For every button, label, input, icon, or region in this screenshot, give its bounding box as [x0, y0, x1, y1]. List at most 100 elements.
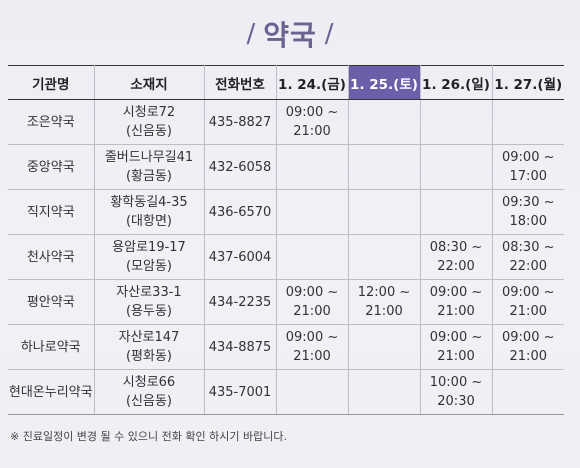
- table-row: 직지약국 황학동길4-35 (대항면) 436-6570 09:30 ~ 18:00: [8, 189, 564, 235]
- address-district: (용두동): [125, 304, 173, 319]
- table-row: 평안약국 자산로33-1 (용두동) 434-2235 09:00 ~21:00 12:0…: [8, 279, 564, 325]
- hours-close: 21:00: [437, 349, 475, 364]
- hours-open: 09:00 ~: [429, 285, 483, 300]
- address-street: 시청로72: [122, 105, 176, 120]
- hours-open: 09:00 ~: [285, 285, 339, 300]
- hours-close: 22:00: [509, 259, 547, 274]
- hours-day-3: 08:30 ~ 22:00: [419, 234, 493, 280]
- hours-close: 21:00: [365, 304, 403, 319]
- header-day-2-highlighted: 1. 25.(토): [347, 65, 421, 100]
- hours-day-3: 09:00 ~ 21:00: [419, 279, 493, 325]
- header-day-4: 1. 27.(월): [491, 65, 564, 100]
- pharmacy-address: 자산로147 (평화동): [93, 324, 205, 370]
- pharmacy-phone: 432-6058: [203, 144, 277, 190]
- hours-day-4: 08:30 ~ 22:00: [491, 234, 564, 280]
- title-text: 약국: [263, 19, 317, 52]
- pharmacy-name: 중앙약국: [8, 144, 95, 190]
- pharmacy-phone: 434-2235: [203, 279, 277, 325]
- pharmacy-name: 조은약국: [8, 99, 95, 145]
- hours-close: 21:00: [509, 304, 547, 319]
- table-header-row: 기관명 소재지 전화번호 1. 24.(금) 1. 25.(토) 1. 26.(…: [8, 65, 564, 100]
- hours-open: 09:00 ~: [429, 330, 483, 345]
- pharmacy-phone: 435-7001: [203, 369, 277, 415]
- hours-close: 21:00: [293, 124, 331, 139]
- header-address: 소재지: [93, 65, 205, 100]
- hours-close: 17:00: [509, 169, 547, 184]
- address-street: 줄버드나무길41: [104, 150, 194, 165]
- hours-open: 12:00 ~: [357, 285, 411, 300]
- hours-day-1: 09:00 ~ 21:00: [275, 279, 349, 325]
- hours-day-2: [347, 234, 421, 280]
- table-row: 현대온누리약국 시청로66 (신음동) 435-7001 10:00 ~ 20:30: [8, 369, 564, 415]
- pharmacy-address: 시청로72 (신음동): [93, 99, 205, 145]
- hours-day-2: [347, 144, 421, 190]
- table-row: 조은약국 시청로72 (신음동) 435-8827 09:00 ~ 21:00: [8, 99, 564, 145]
- header-day-1: 1. 24.(금): [275, 65, 349, 100]
- hours-day-1: 09:00 ~ 21:00: [275, 99, 349, 145]
- hours-close: 21:00: [293, 349, 331, 364]
- hours-close: 20:30: [437, 394, 475, 409]
- address-district: (대항면): [125, 214, 173, 229]
- pharmacy-address: 자산로33-1 (용두동): [93, 279, 205, 325]
- address-street: 황학동길4-35: [110, 195, 188, 210]
- table-row: 천사약국 용암로19-17 (모암동) 437-6004 08:30 ~22:00 08:…: [8, 234, 564, 280]
- hours-day-4: 09:00 ~ 21:00: [491, 279, 564, 325]
- header-name: 기관명: [8, 65, 95, 100]
- footer-note: ※ 진료일정이 변경 될 수 있으니 전화 확인 하시기 바랍니다.: [10, 430, 287, 443]
- table-row: 하나로약국 자산로147 (평화동) 434-8875 09:00 ~21:00 09:0…: [8, 324, 564, 370]
- pharmacy-phone: 434-8875: [203, 324, 277, 370]
- address-street: 용암로19-17: [112, 240, 186, 255]
- address-district: (신음동): [125, 124, 173, 139]
- hours-day-2: [347, 369, 421, 415]
- pharmacy-address: 줄버드나무길41 (황금동): [93, 144, 205, 190]
- hours-day-4: [491, 369, 564, 415]
- address-district: (신음동): [125, 394, 173, 409]
- hours-open: 09:00 ~: [502, 285, 555, 300]
- hours-day-1: [275, 369, 349, 415]
- pharmacy-address: 황학동길4-35 (대항면): [93, 189, 205, 235]
- address-street: 시청로66: [122, 375, 176, 390]
- address-district: (평화동): [125, 349, 173, 364]
- title-slash-left: /: [246, 19, 256, 49]
- address-street: 자산로147: [118, 330, 180, 345]
- hours-day-1: [275, 234, 349, 280]
- hours-day-4: 09:30 ~ 18:00: [491, 189, 564, 235]
- hours-day-2: [347, 189, 421, 235]
- hours-day-3: 09:00 ~ 21:00: [419, 324, 493, 370]
- hours-open: 09:00 ~: [502, 330, 555, 345]
- hours-close: 21:00: [509, 349, 547, 364]
- hours-day-3: [419, 189, 493, 235]
- address-street: 자산로33-1: [116, 285, 182, 300]
- hours-close: 18:00: [509, 214, 547, 229]
- hours-open: 09:00 ~: [285, 105, 339, 120]
- hours-close: 22:00: [437, 259, 475, 274]
- pharmacy-address: 용암로19-17 (모암동): [93, 234, 205, 280]
- header-phone: 전화번호: [203, 65, 277, 100]
- hours-day-4: 09:00 ~ 21:00: [491, 324, 564, 370]
- hours-day-4: [491, 99, 564, 145]
- hours-day-4: 09:00 ~ 17:00: [491, 144, 564, 190]
- address-district: (모암동): [125, 259, 173, 274]
- pharmacy-phone: 437-6004: [203, 234, 277, 280]
- pharmacy-schedule-table: 기관명 소재지 전화번호 1. 24.(금) 1. 25.(토) 1. 26.(…: [8, 65, 564, 415]
- hours-close: 21:00: [293, 304, 331, 319]
- pharmacy-name: 현대온누리약국: [8, 369, 95, 415]
- title-slash-right: /: [324, 19, 334, 49]
- pharmacy-phone: 435-8827: [203, 99, 277, 145]
- hours-open: 08:30 ~: [429, 240, 483, 255]
- hours-day-1: [275, 144, 349, 190]
- pharmacy-name: 평안약국: [8, 279, 95, 325]
- page-title: / 약국 /: [0, 14, 580, 54]
- hours-day-2: 12:00 ~ 21:00: [347, 279, 421, 325]
- pharmacy-name: 직지약국: [8, 189, 95, 235]
- hours-day-1: [275, 189, 349, 235]
- hours-open: 08:30 ~: [502, 240, 555, 255]
- pharmacy-phone: 436-6570: [203, 189, 277, 235]
- hours-open: 09:30 ~: [502, 195, 555, 210]
- table-body: 조은약국 시청로72 (신음동) 435-8827 09:00 ~21:00 중앙약국 줄버…: [8, 99, 564, 415]
- pharmacy-address: 시청로66 (신음동): [93, 369, 205, 415]
- hours-day-2: [347, 324, 421, 370]
- hours-day-3: 10:00 ~ 20:30: [419, 369, 493, 415]
- hours-open: 09:00 ~: [502, 150, 555, 165]
